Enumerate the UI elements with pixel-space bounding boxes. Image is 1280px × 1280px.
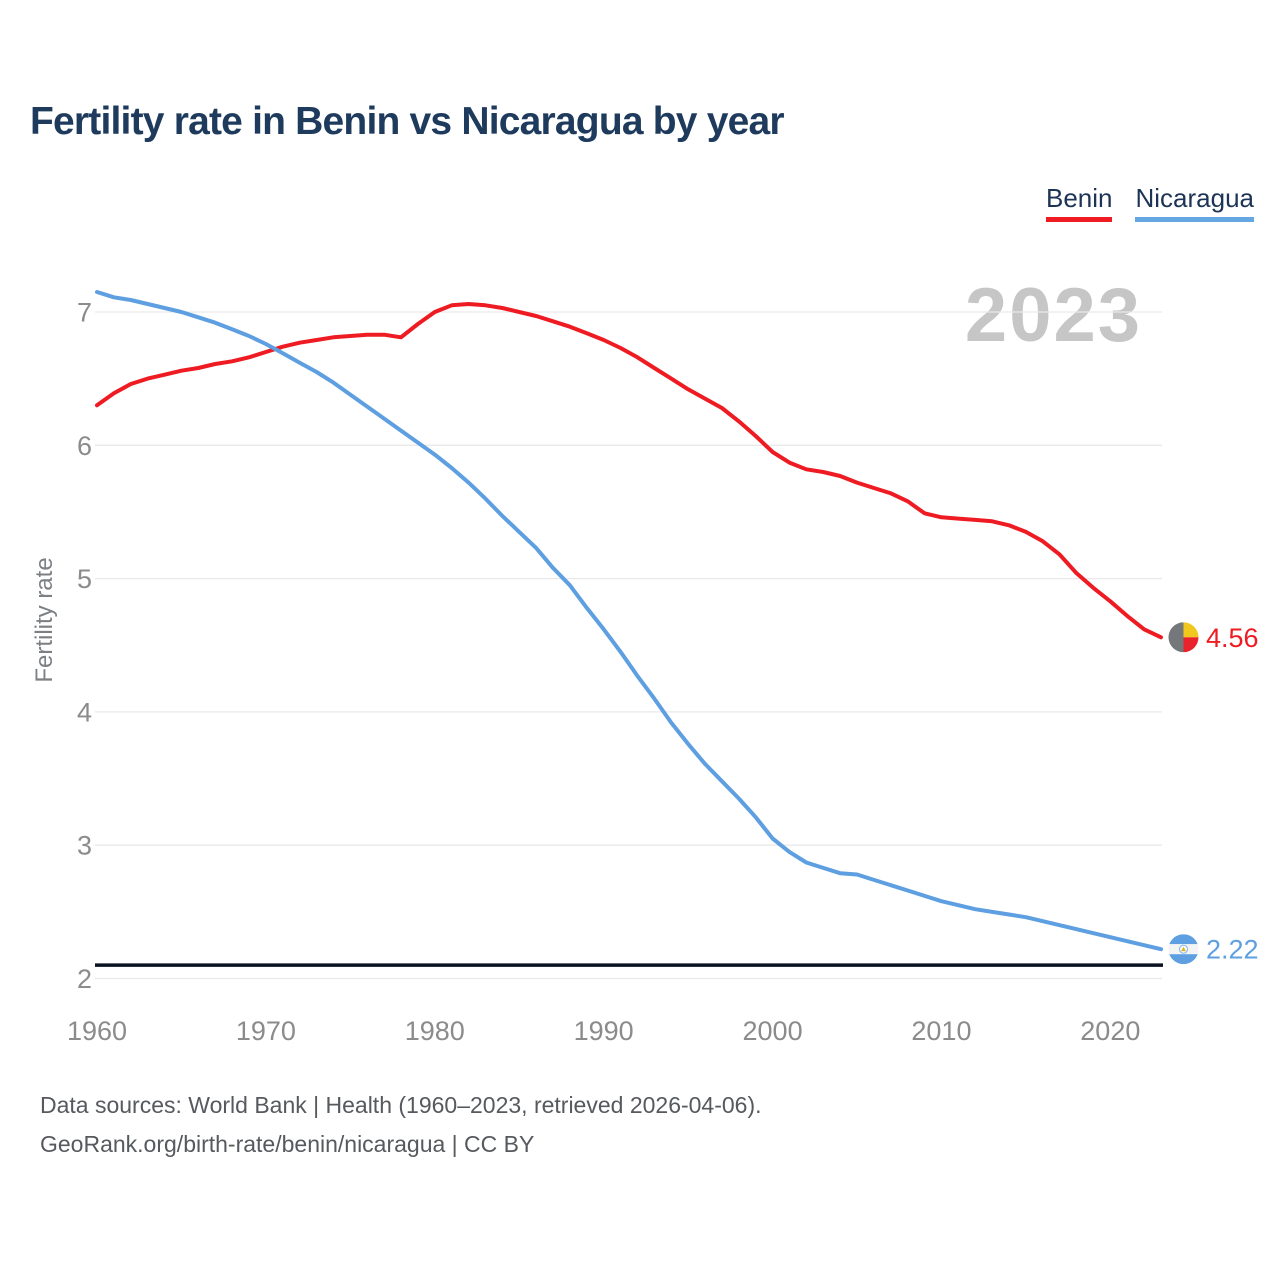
x-tick-label: 1960 [67, 1016, 127, 1046]
y-tick-label: 4 [77, 697, 92, 727]
footer: Data sources: World Bank | Health (1960–… [40, 1086, 762, 1164]
y-tick-label: 3 [77, 831, 92, 861]
x-tick-label: 1980 [405, 1016, 465, 1046]
x-tick-label: 1990 [574, 1016, 634, 1046]
nicaragua-end-value-label: 2.22 [1206, 935, 1259, 965]
footer-attribution-line: GeoRank.org/birth-rate/benin/nicaragua |… [40, 1131, 535, 1157]
legend-item-nicaragua[interactable]: Nicaragua [1135, 183, 1254, 222]
y-tick-label: 5 [77, 564, 92, 594]
x-tick-label: 2020 [1080, 1016, 1140, 1046]
footer-sources-line: Data sources: World Bank | Health (1960–… [40, 1092, 762, 1118]
benin-flag-icon [1168, 622, 1199, 653]
y-tick-label: 7 [77, 298, 92, 328]
nicaragua-flag-icon [1168, 934, 1199, 965]
nicaragua-line [95, 290, 1163, 952]
x-tick-label: 1970 [236, 1016, 296, 1046]
benin-end-value-label: 4.56 [1206, 623, 1259, 653]
x-tick-labels: 1960 1970 1980 1990 2000 2010 2020 [67, 1016, 1140, 1046]
y-tick-labels: 2 3 4 5 6 7 [77, 298, 92, 995]
x-tick-label: 2010 [911, 1016, 971, 1046]
x-tick-label: 2000 [743, 1016, 803, 1046]
legend: Benin Nicaragua [1045, 183, 1254, 222]
y-tick-label: 6 [77, 431, 92, 461]
gridlines [95, 311, 1162, 980]
page-title: Fertility rate in Benin vs Nicaragua by … [30, 100, 785, 143]
watermark-year: 2023 [965, 273, 1142, 358]
y-tick-label: 2 [77, 964, 92, 994]
legend-item-benin[interactable]: Benin [1045, 183, 1113, 222]
